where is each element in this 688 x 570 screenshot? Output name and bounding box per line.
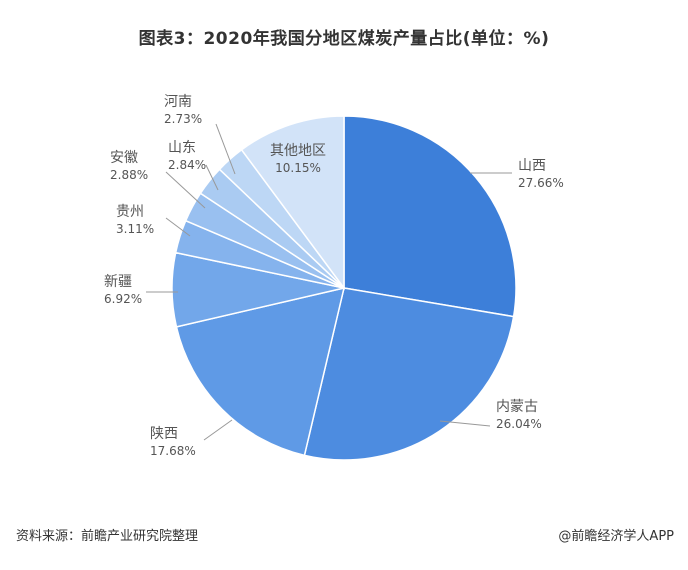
leader-line-3 [203,419,233,441]
pie-slice-1 [343,115,517,318]
pie-slice-3 [175,286,346,457]
leader-line-6 [165,171,206,209]
slice-name-label: 内蒙古 [496,399,538,415]
chart-title: 图表3：2020年我国分地区煤炭产量占比(单位：%) [138,29,550,49]
pie-labels: 山西 27.66% 内蒙古 26.04% 陕西 17.68% 新疆 6.92% 贵州 3.11% 安… [104,94,564,458]
slice-name-label: 安徽 [110,150,138,166]
slice-name-label: 其他地区 [270,143,326,159]
slice-name-label: 陕西 [150,426,178,442]
slice-value-label: 26.04% [496,417,542,431]
pie-slice-9 [240,115,345,291]
slice-name-label: 河南 [164,94,192,110]
slice-name-label: 贵州 [116,204,144,220]
slice-name-label: 山西 [518,158,546,174]
leader-line-5 [165,217,191,237]
slice-value-label: 2.73% [164,112,202,126]
slice-value-label: 3.11% [116,222,154,236]
slice-value-label: 2.88% [110,168,148,182]
pie-slice-2 [303,287,515,461]
slice-name-label: 山东 [168,140,196,156]
slice-value-label: 10.15% [275,161,321,175]
source-note: 资料来源：前瞻产业研究院整理 [16,529,199,544]
slice-value-label: 17.68% [150,444,196,458]
pie-slices [171,115,517,461]
leader-line-7 [205,164,219,191]
brand-watermark: @前瞻经济学人APP [558,529,674,544]
slice-value-label: 2.84% [168,158,206,172]
leader-line-2 [439,420,491,427]
slice-value-label: 27.66% [518,176,564,190]
slice-name-label: 新疆 [104,274,132,290]
slice-value-label: 6.92% [104,292,142,306]
leader-line-8 [215,123,236,175]
